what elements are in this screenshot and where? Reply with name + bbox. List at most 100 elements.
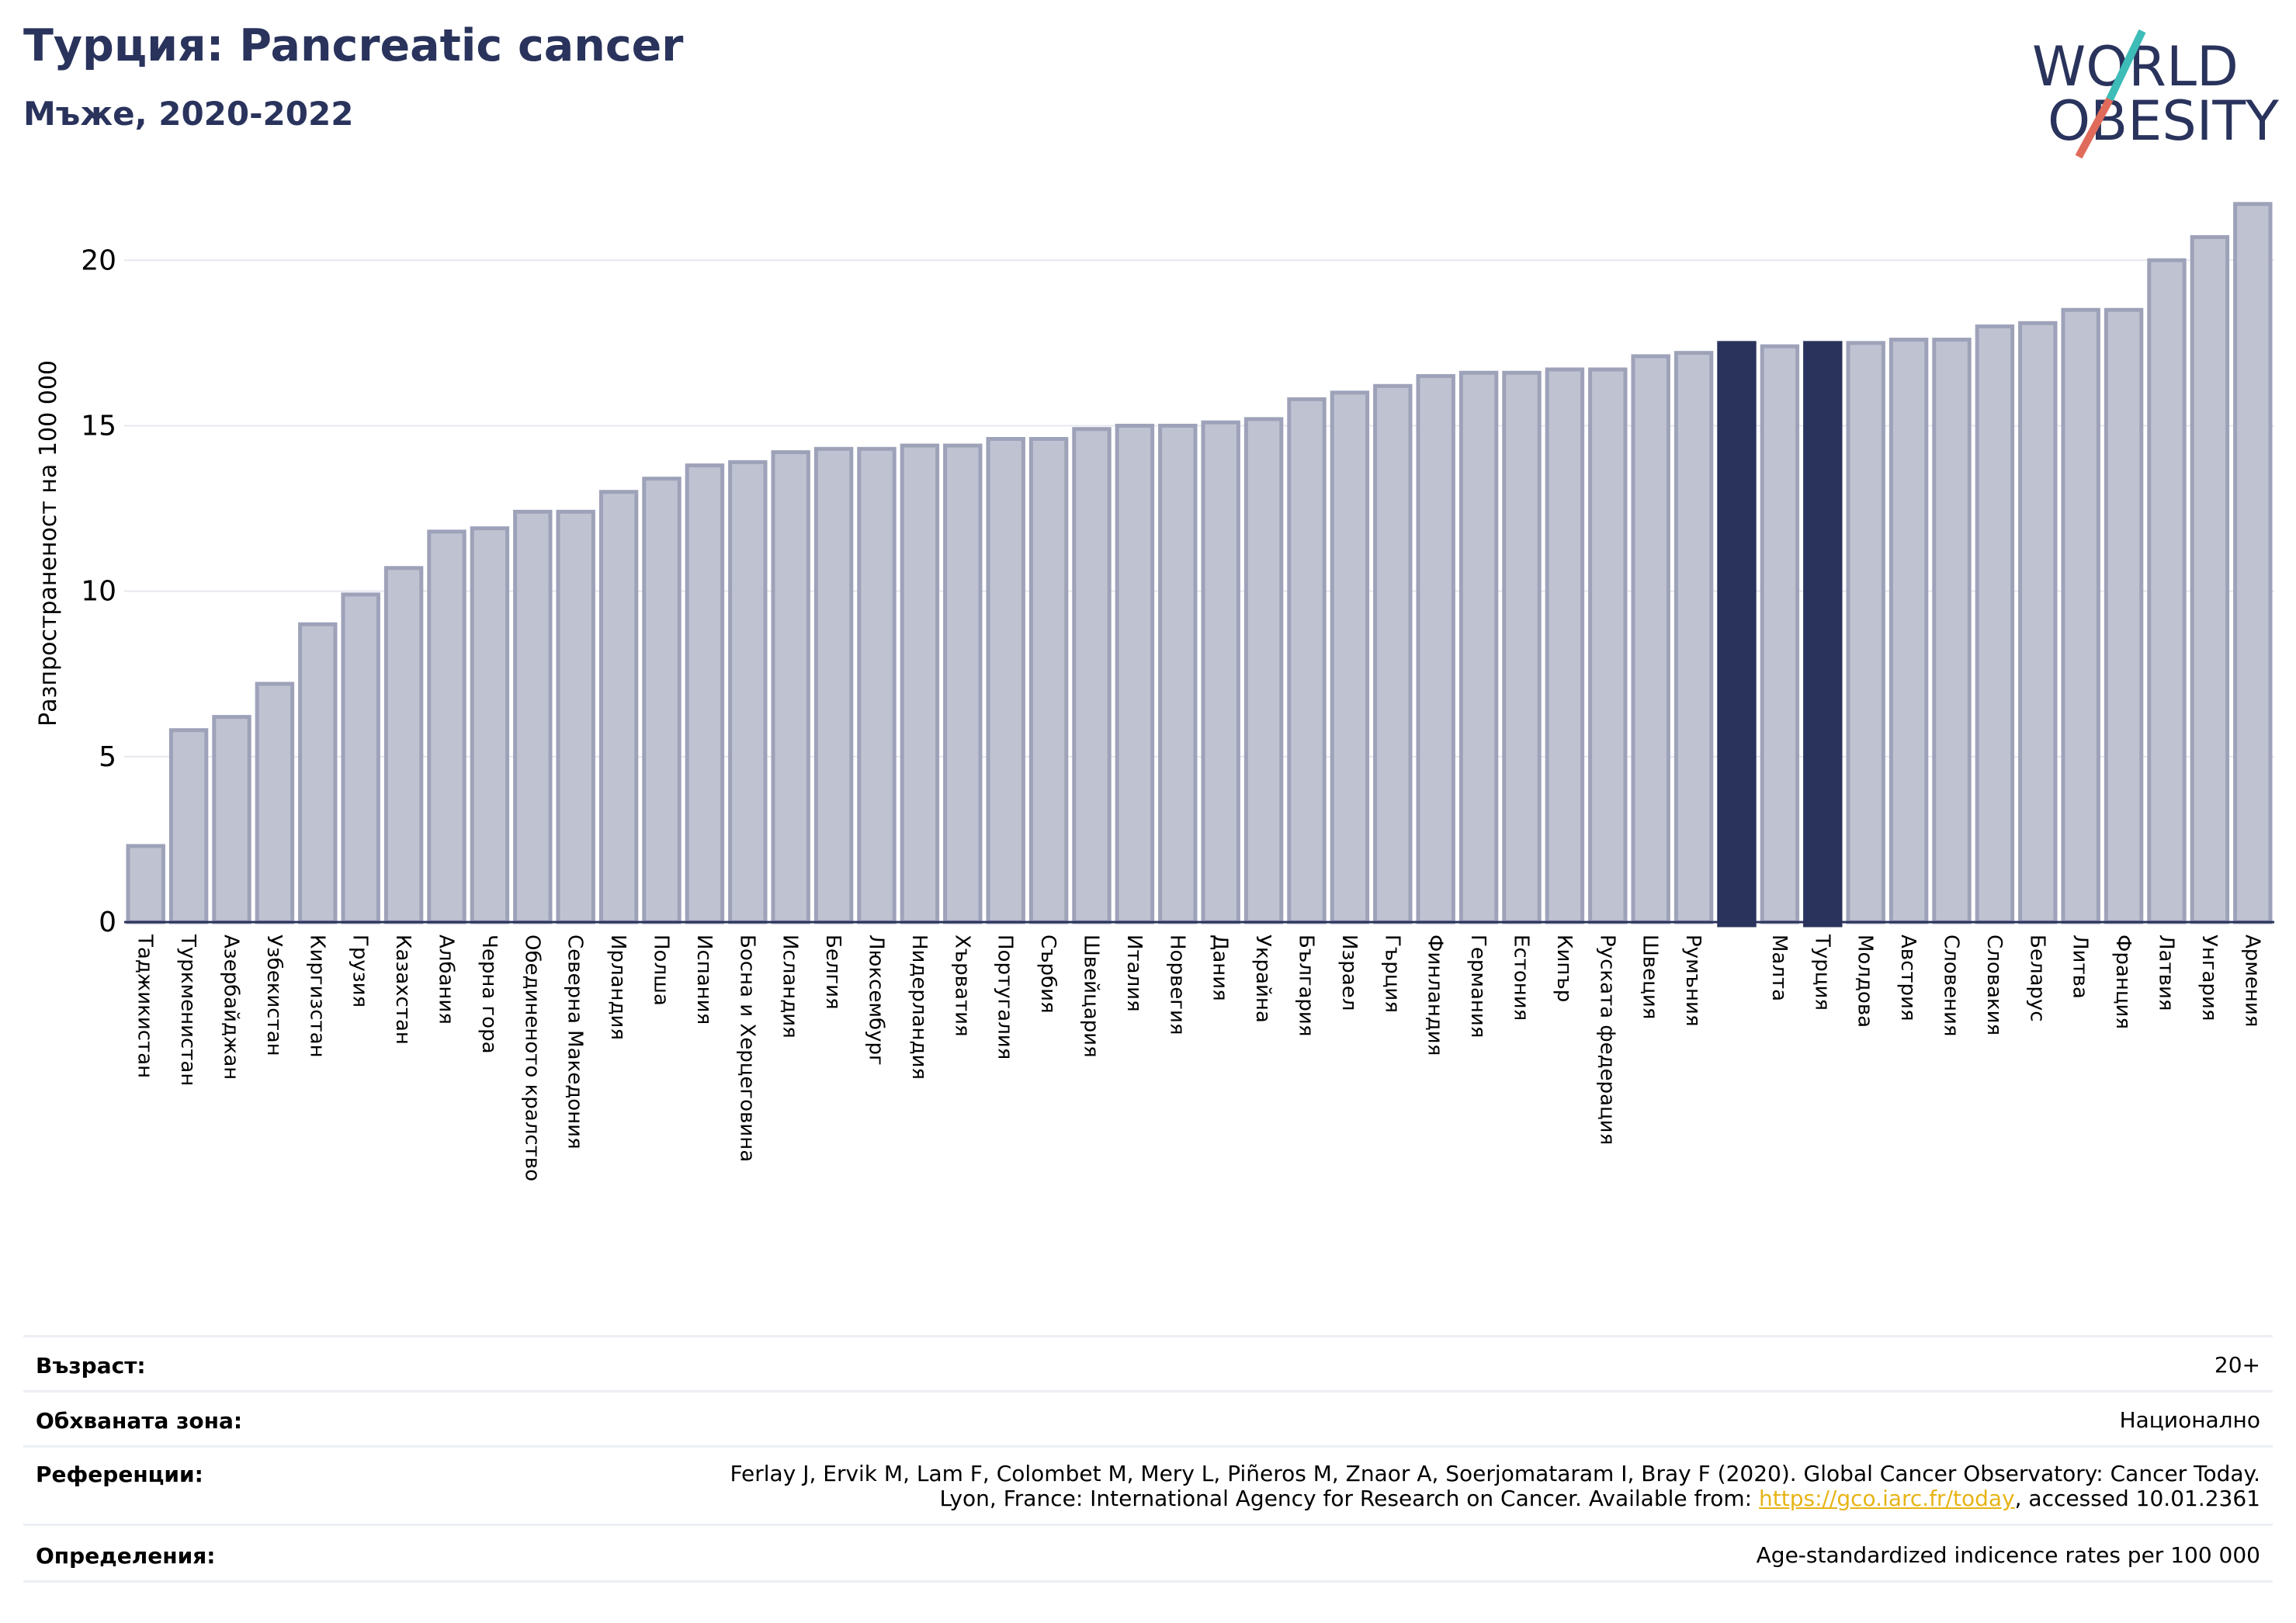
y-tick-label: 0 bbox=[99, 907, 116, 938]
references-label: Референции: bbox=[36, 1462, 203, 1487]
x-tick-label: Швейцария bbox=[1080, 935, 1103, 1058]
references-line1: Ferlay J, Ervik M, Lam F, Colombet M, Me… bbox=[730, 1461, 2260, 1486]
x-tick-label: Обединеното кралство bbox=[520, 935, 543, 1181]
x-tick-label: Ирландия bbox=[606, 935, 629, 1040]
x-tick-label: Дания bbox=[1209, 935, 1232, 1001]
x-tick-label: Северна Македония bbox=[564, 935, 587, 1150]
bar bbox=[813, 446, 854, 924]
coverage-label: Обхваната зона: bbox=[36, 1408, 243, 1434]
bar bbox=[857, 446, 897, 924]
bar bbox=[1888, 338, 1929, 924]
bar bbox=[212, 715, 251, 924]
x-tick-label: Сърбия bbox=[1036, 935, 1060, 1014]
bar bbox=[2018, 321, 2058, 924]
x-tick-label: Албания bbox=[435, 935, 458, 1025]
references-link[interactable]: https://gco.iarc.fr/today bbox=[1759, 1486, 2015, 1511]
bar bbox=[685, 463, 725, 924]
bar bbox=[598, 490, 639, 924]
bar bbox=[1975, 324, 2015, 924]
bar bbox=[168, 728, 209, 924]
x-tick-label: Таджикистан bbox=[134, 934, 157, 1078]
bar bbox=[470, 526, 510, 924]
bar bbox=[341, 592, 380, 924]
age-row: Възраст: 20+ bbox=[23, 1335, 2273, 1390]
x-tick-label: Киргизстан bbox=[305, 935, 328, 1058]
x-tick-label: Германия bbox=[1466, 935, 1490, 1038]
metadata-table: Възраст: 20+ Обхваната зона: Национално … bbox=[23, 1335, 2273, 1583]
x-tick-label: Исландия bbox=[779, 935, 802, 1039]
logo-slash-teal bbox=[2106, 29, 2146, 102]
bar bbox=[1243, 417, 1284, 924]
x-tick-label: Туркменистан bbox=[176, 934, 199, 1086]
references-line2-prefix: Lyon, France: International Agency for R… bbox=[939, 1486, 1759, 1511]
bar bbox=[383, 566, 424, 924]
bar bbox=[2233, 202, 2273, 924]
x-tick-label: Черна гора bbox=[477, 935, 501, 1054]
page-title: Турция: Pancreatic cancer bbox=[23, 20, 684, 71]
x-tick-label: Словакия bbox=[1982, 935, 2006, 1035]
logo-slash-red bbox=[2075, 97, 2114, 159]
bar bbox=[986, 437, 1025, 924]
bar bbox=[1631, 354, 1670, 924]
bar bbox=[728, 460, 768, 924]
age-label: Възраст: bbox=[36, 1353, 146, 1379]
x-tick-label: Норвегия bbox=[1165, 935, 1188, 1035]
x-tick-label: Грузия bbox=[349, 935, 372, 1007]
definitions-value: Age-standardized indicence rates per 100… bbox=[1756, 1542, 2260, 1568]
x-tick-label: Италия bbox=[1122, 935, 1146, 1012]
x-tick-label: Гърция bbox=[1380, 935, 1403, 1013]
y-axis-label: Разпространеност на 100 000 bbox=[35, 360, 62, 727]
x-tick-label: Турция bbox=[1810, 934, 1833, 1011]
x-tick-label: Белгия bbox=[821, 935, 845, 1010]
bar bbox=[556, 509, 595, 924]
coverage-row: Обхваната зона: Национално bbox=[23, 1390, 2273, 1445]
bar bbox=[1373, 383, 1413, 924]
x-tick-label: Словения bbox=[1940, 935, 1963, 1037]
x-tick-label: Босна и Херцеговина bbox=[735, 935, 758, 1162]
definitions-row: Определения: Age-standardized indicence … bbox=[23, 1524, 2273, 1583]
bar bbox=[943, 443, 983, 924]
bar bbox=[513, 509, 553, 924]
bar bbox=[771, 450, 810, 924]
x-tick-label: Казахстан bbox=[391, 935, 414, 1045]
bars bbox=[126, 202, 2273, 928]
bar bbox=[1760, 344, 1800, 924]
x-tick-labels: Таджикистан Туркменистан Азербайджан Узбеки… bbox=[134, 934, 2264, 1181]
y-tick-label: 10 bbox=[81, 576, 116, 608]
bar bbox=[1502, 370, 1542, 924]
references-row: Референции: Ferlay J, Ervik M, Lam F, Co… bbox=[23, 1445, 2273, 1524]
x-tick-label: Израел bbox=[1337, 935, 1361, 1011]
x-tick-label: Унгария bbox=[2197, 935, 2221, 1021]
bar bbox=[1158, 423, 1198, 924]
bar bbox=[1115, 423, 1155, 924]
bar bbox=[642, 477, 682, 924]
x-tick-label: Финландия bbox=[1424, 935, 1447, 1056]
bar bbox=[1330, 390, 1370, 924]
x-tick-label: Хърватия bbox=[950, 935, 973, 1037]
page-subtitle: Мъже, 2020-2022 bbox=[23, 95, 354, 133]
bar bbox=[1287, 397, 1327, 924]
bar bbox=[427, 529, 466, 924]
x-tick-label: Литва bbox=[2069, 935, 2092, 999]
x-tick-label: Франция bbox=[2111, 935, 2135, 1029]
x-tick-label: Малта bbox=[1767, 935, 1791, 1001]
x-tick-label: Кипър bbox=[1552, 935, 1576, 1002]
definitions-label: Определения: bbox=[36, 1543, 216, 1569]
x-tick-label: Полша bbox=[650, 935, 673, 1006]
x-tick-label: Люксембург bbox=[865, 935, 888, 1066]
x-tick-label: Узбекистан bbox=[262, 935, 286, 1056]
x-tick-label: Португалия bbox=[994, 935, 1017, 1059]
bar bbox=[2147, 258, 2187, 924]
bar-highlighted bbox=[1717, 341, 1757, 928]
bar-highlighted bbox=[1803, 341, 1843, 928]
y-tick-label: 20 bbox=[81, 244, 116, 276]
references-line2-suffix: , accessed 10.01.2361 bbox=[2014, 1486, 2260, 1511]
bar bbox=[1416, 374, 1455, 924]
bar bbox=[2061, 307, 2100, 924]
bar bbox=[1072, 427, 1112, 924]
x-tick-label: Естония bbox=[1510, 935, 1533, 1021]
bar bbox=[298, 622, 338, 924]
x-tick-label: България bbox=[1295, 935, 1318, 1036]
x-tick-label: Латвия bbox=[2155, 935, 2178, 1011]
x-tick-label: Украйна bbox=[1251, 935, 1275, 1023]
